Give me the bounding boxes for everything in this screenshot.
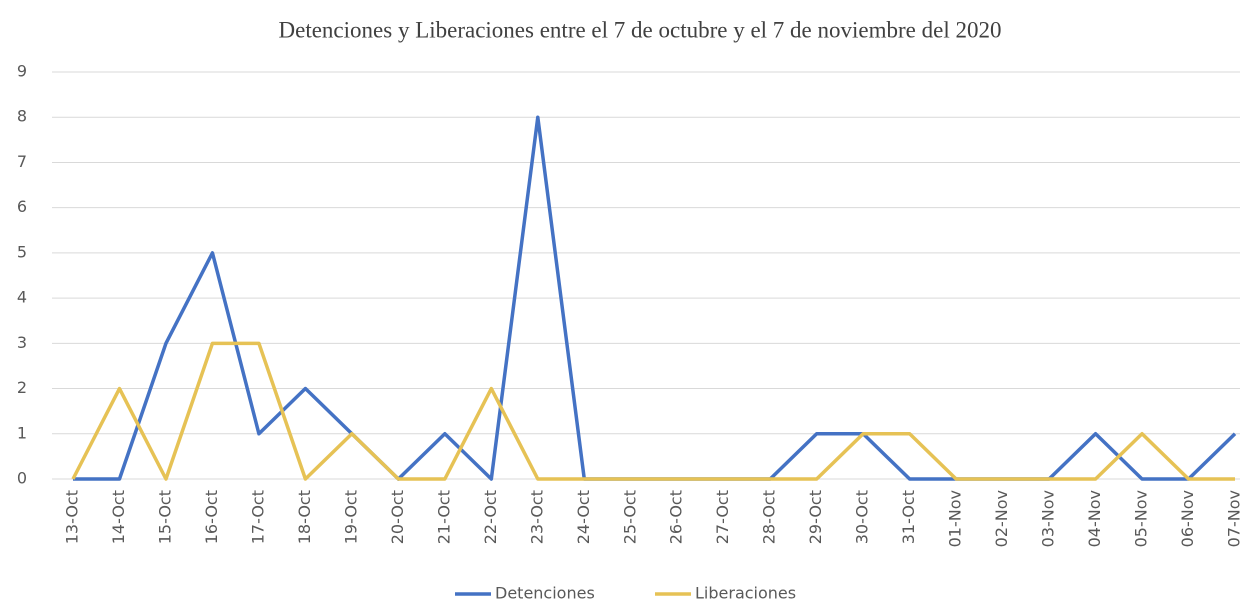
chart-title: Detenciones y Liberaciones entre el 7 de…	[279, 17, 1002, 42]
x-tick-label: 03-Nov	[1039, 490, 1058, 547]
series-line	[71, 341, 1235, 481]
legend-label: Liberaciones	[695, 584, 796, 603]
x-tick-label: 20-Oct	[388, 490, 407, 544]
y-tick-label: 0	[17, 469, 27, 488]
x-tick-label: 06-Nov	[1178, 490, 1197, 547]
y-tick-label: 2	[17, 378, 27, 397]
x-tick-label: 23-Oct	[527, 490, 546, 544]
y-tick-label: 9	[17, 62, 27, 81]
x-tick-label: 02-Nov	[992, 490, 1011, 547]
x-tick-label: 22-Oct	[481, 490, 500, 544]
x-tick-label: 05-Nov	[1132, 490, 1151, 547]
y-tick-label: 7	[17, 152, 27, 171]
x-tick-label: 07-Nov	[1225, 490, 1244, 547]
x-tick-label: 26-Oct	[667, 490, 686, 544]
legend-label: Detenciones	[495, 584, 595, 603]
x-tick-label: 30-Oct	[853, 490, 872, 544]
x-tick-label: 04-Nov	[1085, 490, 1104, 547]
x-tick-label: 28-Oct	[760, 490, 779, 544]
y-tick-label: 1	[17, 423, 27, 442]
x-tick-label: 15-Oct	[155, 490, 174, 544]
y-tick-label: 8	[17, 107, 27, 126]
x-tick-label: 13-Oct	[63, 490, 82, 544]
x-tick-label: 27-Oct	[713, 490, 732, 544]
x-tick-label: 17-Oct	[248, 490, 267, 544]
x-tick-label: 01-Nov	[946, 490, 965, 547]
x-tick-label: 16-Oct	[202, 490, 221, 544]
x-tick-label: 18-Oct	[295, 490, 314, 544]
x-tick-label: 25-Oct	[620, 490, 639, 544]
x-tick-label: 31-Oct	[899, 490, 918, 544]
x-tick-label: 24-Oct	[574, 490, 593, 544]
x-tick-label: 21-Oct	[434, 490, 453, 544]
x-tick-label: 19-Oct	[341, 490, 360, 544]
y-tick-label: 4	[17, 288, 27, 307]
x-tick-label: 29-Oct	[806, 490, 825, 544]
y-tick-label: 3	[17, 333, 27, 352]
x-tick-label: 14-Oct	[109, 490, 128, 544]
y-tick-label: 5	[17, 242, 27, 261]
y-tick-label: 6	[17, 197, 27, 216]
